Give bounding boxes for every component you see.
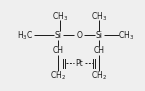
Text: Pt: Pt — [76, 59, 83, 68]
Text: Si: Si — [55, 31, 61, 40]
Text: Si: Si — [96, 31, 103, 40]
Text: CH$_2$: CH$_2$ — [50, 70, 66, 82]
Text: H$_3$C: H$_3$C — [17, 29, 33, 42]
Text: O: O — [76, 31, 82, 40]
Text: CH$_3$: CH$_3$ — [118, 29, 134, 42]
Text: CH: CH — [52, 46, 64, 55]
Text: CH: CH — [94, 46, 105, 55]
Text: CH$_2$: CH$_2$ — [91, 70, 107, 82]
Text: CH$_3$: CH$_3$ — [91, 10, 107, 23]
Text: CH$_3$: CH$_3$ — [52, 10, 68, 23]
